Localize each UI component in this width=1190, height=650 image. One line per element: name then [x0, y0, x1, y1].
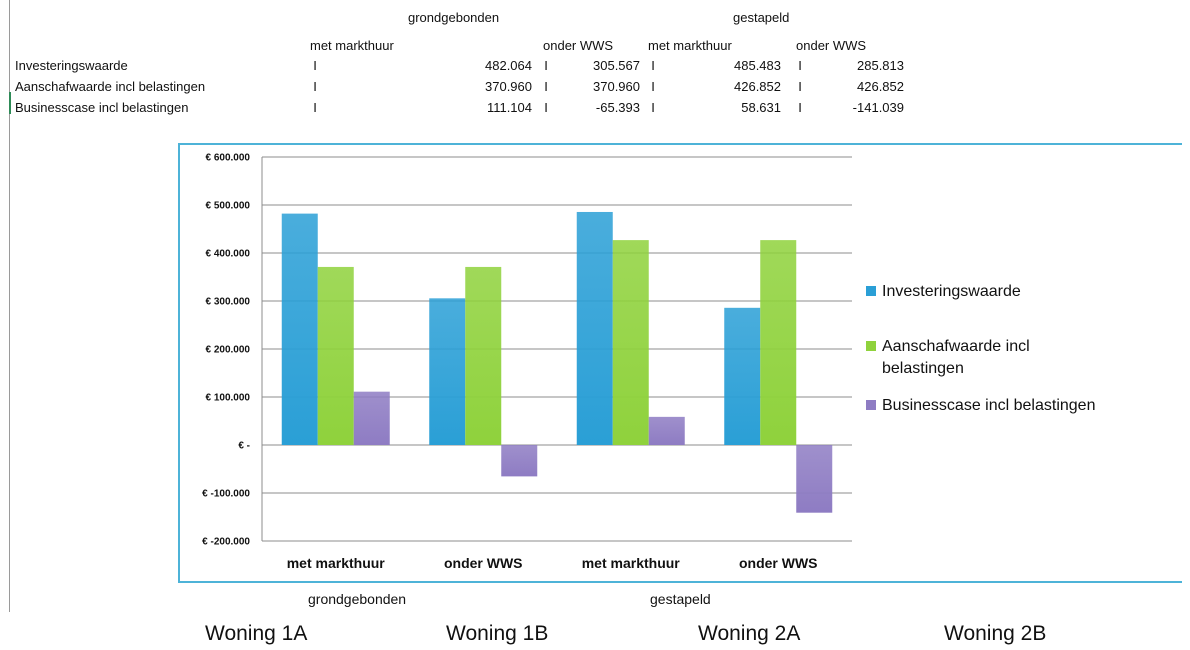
- legend-swatch: [866, 286, 876, 296]
- legend-label: belastingen: [882, 360, 964, 377]
- table-separator: I: [651, 79, 655, 94]
- woning-label-2a: Woning 2A: [698, 622, 801, 645]
- bar: [796, 445, 833, 513]
- table-group-gestapeld: gestapeld: [733, 10, 790, 25]
- table-separator: I: [313, 58, 317, 73]
- table-cell: -65.393: [595, 100, 640, 115]
- group-label-grondgebonden: grondgebonden: [308, 591, 407, 607]
- bar: [353, 391, 390, 445]
- table-separator: I: [544, 58, 548, 73]
- woning-label-1b: Woning 1B: [446, 622, 549, 645]
- table-cell: 305.567: [593, 58, 640, 73]
- bar: [465, 266, 502, 445]
- table-separator: I: [798, 100, 802, 115]
- group-label-gestapeld: gestapeld: [650, 591, 711, 607]
- table-subheader-3: met markthuur: [648, 38, 732, 53]
- bar-chart: € 600.000 € 500.000 € 400.000 € 300.000 € 20…: [202, 153, 1095, 572]
- legend-swatch: [866, 400, 876, 410]
- chart-frame: [178, 143, 1182, 583]
- y-tick-label: € 200.000: [206, 345, 251, 356]
- table-row-label: Investeringswaarde: [15, 58, 128, 73]
- bar: [281, 213, 318, 445]
- y-tick-label: € 600.000: [206, 153, 251, 164]
- table-row-label: Aanschafwaarde incl belastingen: [15, 79, 206, 94]
- woning-label-2b: Woning 2B: [944, 622, 1047, 645]
- y-tick-label: € -: [238, 441, 250, 452]
- table-separator: I: [544, 79, 548, 94]
- table-group-grondgebonden: grondgebonden: [408, 10, 500, 25]
- table-cell: 426.852: [734, 79, 781, 94]
- bar: [760, 240, 797, 445]
- bar: [648, 416, 685, 445]
- table-separator: I: [544, 100, 548, 115]
- bar: [501, 445, 538, 477]
- y-tick-label: € 300.000: [206, 297, 251, 308]
- legend-label: Investeringswaarde: [882, 283, 1021, 300]
- table-cell: 370.960: [485, 79, 532, 94]
- x-category-label: onder WWS: [739, 555, 818, 571]
- legend-swatch: [866, 341, 876, 351]
- table-separator: I: [798, 79, 802, 94]
- row-marker: [9, 92, 11, 114]
- table-cell: 485.483: [734, 58, 781, 73]
- table-subheader-1: met markthuur: [310, 38, 394, 53]
- bar: [612, 240, 649, 445]
- table-separator: I: [651, 100, 655, 115]
- y-tick-label: € -100.000: [202, 489, 250, 500]
- woning-label-1a: Woning 1A: [205, 622, 308, 645]
- left-border-line: [9, 0, 10, 612]
- table-cell: 370.960: [593, 79, 640, 94]
- bar: [576, 211, 613, 445]
- bar: [317, 266, 354, 445]
- table-subheader-4: onder WWS: [796, 38, 867, 53]
- table-separator: I: [798, 58, 802, 73]
- y-tick-label: € -200.000: [202, 537, 250, 548]
- y-tick-label: € 100.000: [206, 393, 251, 404]
- x-category-label: onder WWS: [444, 555, 523, 571]
- table-row-label: Businesscase incl belastingen: [15, 100, 189, 115]
- table-subheader-2: onder WWS: [543, 38, 614, 53]
- table-separator: I: [313, 100, 317, 115]
- y-tick-label: € 500.000: [206, 201, 251, 212]
- legend-label: Aanschafwaarde incl: [882, 338, 1030, 355]
- table-cell: 285.813: [857, 58, 904, 73]
- y-tick-label: € 400.000: [206, 249, 251, 260]
- x-category-label: met markthuur: [287, 555, 386, 571]
- table-cell: 426.852: [857, 79, 904, 94]
- table-cell: 482.064: [485, 58, 532, 73]
- summary-table: grondgebonden gestapeld met markthuur on…: [0, 0, 1190, 130]
- bar: [429, 298, 466, 445]
- table-separator: I: [313, 79, 317, 94]
- x-category-label: met markthuur: [582, 555, 681, 571]
- bar: [724, 307, 761, 445]
- table-separator: I: [651, 58, 655, 73]
- table-cell: 111.104: [486, 100, 532, 115]
- legend-label: Businesscase incl belastingen: [882, 397, 1095, 414]
- table-cell: 58.631: [741, 100, 781, 115]
- table-cell: -141.039: [852, 100, 904, 115]
